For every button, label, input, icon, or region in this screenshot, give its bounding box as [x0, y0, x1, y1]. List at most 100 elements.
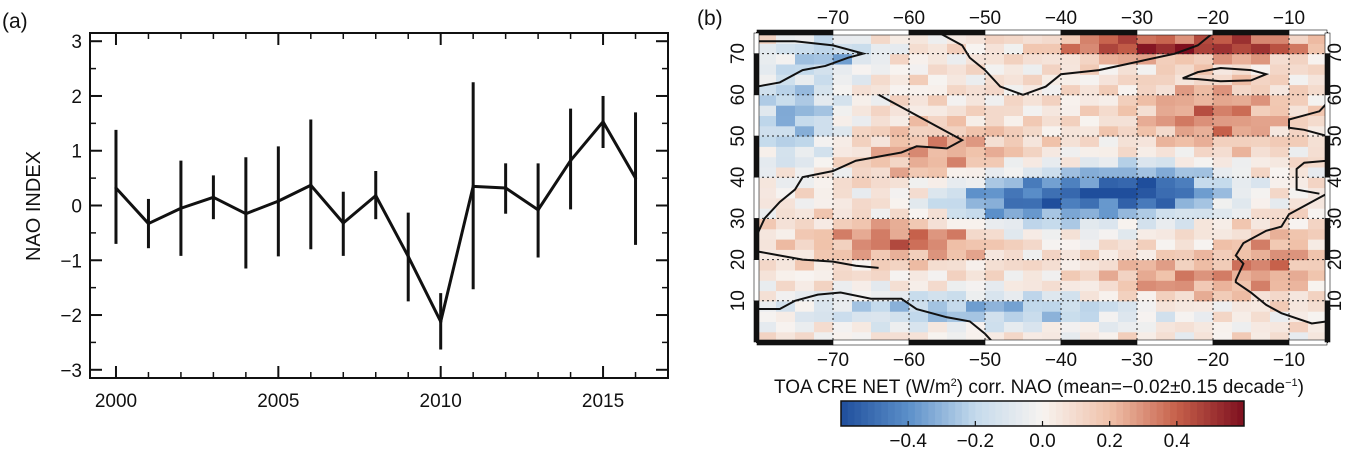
heat-cell	[1270, 94, 1290, 106]
heat-cell	[1251, 136, 1271, 147]
heat-cell	[1213, 156, 1233, 168]
heat-cell	[776, 259, 796, 271]
heat-cell	[1061, 146, 1081, 158]
heat-cell	[909, 115, 929, 127]
heat-cell	[1194, 53, 1214, 65]
heat-cell	[776, 146, 796, 158]
heat-cell	[776, 43, 796, 55]
heat-cell	[1137, 269, 1157, 281]
heat-cell	[814, 115, 834, 127]
heat-cell	[1175, 259, 1195, 271]
heat-cell	[833, 166, 853, 178]
heat-cell	[871, 259, 891, 271]
lon-tick-label-top: −30	[1121, 8, 1153, 29]
heat-cell	[909, 218, 929, 230]
heat-cell	[814, 136, 834, 147]
heat-cell	[1023, 269, 1043, 281]
heat-cell	[1118, 187, 1138, 199]
heat-cell	[1308, 177, 1328, 189]
heat-cell	[928, 280, 948, 292]
heat-cell	[1042, 331, 1062, 343]
heat-cell	[1270, 321, 1290, 333]
lon-tick-label-top: −20	[1197, 8, 1229, 29]
heat-cell	[1175, 105, 1195, 116]
heat-cell	[871, 156, 891, 168]
heat-cell	[1289, 218, 1309, 230]
frame-segment-right	[1324, 32, 1331, 54]
heat-cell	[1118, 228, 1138, 240]
heat-cell	[1099, 125, 1119, 137]
heat-cell	[1194, 259, 1214, 271]
heat-cell	[1156, 63, 1176, 75]
heat-cell	[1156, 249, 1176, 261]
lat-tick-label-right: 50	[1325, 125, 1346, 146]
heat-cell	[1061, 136, 1081, 147]
lon-tick-label-bottom: −20	[1197, 350, 1229, 371]
heat-cell	[1118, 136, 1138, 147]
heat-cell	[776, 115, 796, 127]
heat-cell	[1099, 321, 1119, 333]
heat-cell	[871, 84, 891, 96]
x-tick-label: 2010	[420, 391, 462, 412]
heat-cell	[1175, 166, 1195, 178]
heat-cell	[757, 197, 777, 209]
heat-cell	[1080, 94, 1100, 106]
heat-cell	[1270, 125, 1290, 137]
heat-cell	[1118, 269, 1138, 281]
heat-cell	[928, 321, 948, 333]
heat-cell	[795, 33, 815, 44]
heat-cell	[947, 321, 967, 333]
heat-cell	[966, 43, 986, 55]
heat-cell	[966, 331, 986, 343]
data-point	[633, 176, 638, 180]
heat-cell	[852, 136, 872, 147]
heat-cell	[966, 218, 986, 230]
heat-cell	[1004, 187, 1024, 199]
heat-cell	[1156, 228, 1176, 240]
heat-cell	[890, 74, 910, 86]
heat-cell	[1137, 156, 1157, 168]
heat-cell	[890, 249, 910, 261]
heat-cell	[966, 280, 986, 292]
heat-cell	[1308, 218, 1328, 230]
heat-cell	[814, 239, 834, 250]
heat-cell	[776, 177, 796, 189]
heat-cell	[1042, 94, 1062, 106]
heat-cell	[890, 259, 910, 271]
lon-tick-label-top: −50	[969, 8, 1001, 29]
heat-cell	[1061, 156, 1081, 168]
heat-cell	[833, 290, 853, 302]
heat-cell	[1175, 84, 1195, 96]
heat-cell	[1118, 53, 1138, 65]
heat-cell	[1213, 33, 1233, 44]
heat-cell	[890, 331, 910, 343]
heat-cell	[928, 43, 948, 55]
heat-cell	[985, 136, 1005, 147]
heat-cell	[1270, 208, 1290, 219]
heat-cell	[1061, 33, 1081, 44]
heat-cell	[757, 84, 777, 96]
heat-cell	[1194, 249, 1214, 261]
heat-cell	[1308, 197, 1328, 209]
lat-tick-label-left: 50	[728, 125, 749, 146]
heat-cell	[1099, 269, 1119, 281]
heat-cell	[1137, 33, 1157, 44]
heat-cell	[833, 280, 853, 292]
heat-cell	[852, 43, 872, 55]
heat-cell	[776, 94, 796, 106]
heat-cell	[947, 146, 967, 158]
heat-cell	[1232, 53, 1252, 65]
heat-cell	[1194, 177, 1214, 189]
colorbar-segment	[854, 401, 862, 426]
heat-cell	[928, 311, 948, 322]
heat-cell	[1308, 321, 1328, 333]
heat-cell	[890, 166, 910, 178]
heat-cell	[1004, 259, 1024, 271]
heat-cell	[890, 208, 910, 219]
y-tick-label: 0	[71, 197, 82, 218]
heat-cell	[1042, 228, 1062, 240]
heat-cell	[1251, 84, 1271, 96]
y-tick-label: 2	[71, 87, 82, 108]
colorbar-segment	[1029, 401, 1037, 426]
heat-cell	[852, 239, 872, 250]
